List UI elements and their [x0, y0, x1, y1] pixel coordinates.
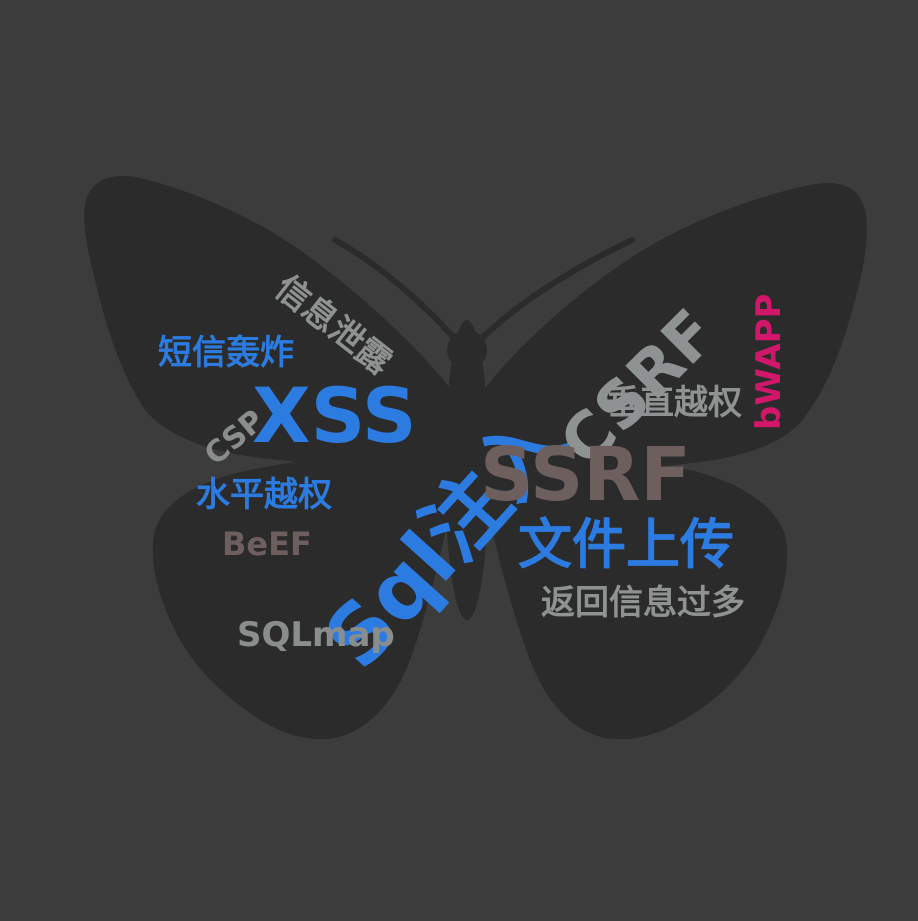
- word-sms-bomb: 短信轰炸: [158, 333, 294, 373]
- word-xss: XSS: [252, 371, 417, 460]
- right-lower-wing: [480, 440, 788, 740]
- word-excess-info: 返回信息过多: [541, 583, 745, 623]
- word-beef: BeEF: [222, 525, 312, 563]
- butterfly-body: [445, 320, 489, 620]
- right-antenna: [475, 237, 635, 345]
- left-antenna: [332, 237, 461, 345]
- word-bwapp: bWAPP: [749, 293, 789, 430]
- word-file-upload: 文件上传: [518, 513, 734, 576]
- word-sqlmap: SQLmap: [237, 615, 395, 655]
- word-ssrf: SSRF: [480, 432, 691, 518]
- left-lower-wing: [152, 440, 456, 740]
- left-upper-wing: [84, 176, 456, 471]
- word-horizontal-privesc: 水平越权: [196, 475, 332, 515]
- right-upper-wing: [480, 183, 867, 471]
- word-vertical-privesc: 垂直越权: [606, 383, 742, 423]
